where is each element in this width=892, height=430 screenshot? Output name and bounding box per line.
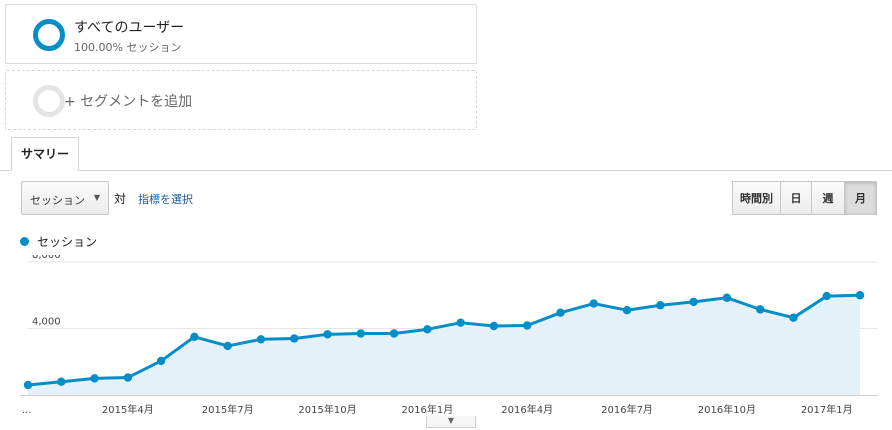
vs-label: 対 bbox=[114, 192, 127, 206]
data-point bbox=[489, 321, 499, 331]
x-tick-label: 2016年10月 bbox=[698, 403, 756, 416]
data-point bbox=[622, 306, 632, 315]
data-point bbox=[356, 329, 365, 338]
y-tick-label: 8,000 bbox=[32, 255, 61, 261]
x-tick-label: 2016年7月 bbox=[601, 403, 653, 416]
data-point bbox=[456, 318, 465, 327]
sessions-chart: 4,000 8,000... 2015年4月 2015年7月 2015年10月 2016年… bbox=[20, 255, 878, 416]
add-segment-label: + セグメントを追加 bbox=[64, 94, 193, 110]
data-point bbox=[223, 341, 232, 351]
x-tick-label: 2015年4月 bbox=[102, 403, 154, 416]
x-tick-label: 2016年4月 bbox=[501, 403, 553, 416]
data-point bbox=[589, 299, 598, 308]
x-tick-label: 2017年1月 bbox=[801, 403, 853, 416]
tab-summary[interactable]: サマリー bbox=[11, 137, 79, 171]
tab-divider bbox=[0, 170, 892, 171]
data-point bbox=[755, 305, 765, 314]
data-point bbox=[722, 293, 732, 302]
legend-dot-icon bbox=[20, 237, 29, 246]
x-tick-label: ... bbox=[22, 405, 32, 416]
x-tick-label: 2016年1月 bbox=[401, 403, 453, 416]
data-point bbox=[256, 335, 266, 344]
granularity-day-button[interactable]: 日 bbox=[780, 181, 812, 215]
data-point bbox=[689, 297, 698, 307]
data-point bbox=[656, 301, 665, 310]
legend-series-label: セッション bbox=[37, 235, 98, 249]
segment-all-users[interactable]: すべてのユーザー 100.00% セッション bbox=[5, 4, 477, 64]
data-point bbox=[822, 291, 831, 301]
data-point bbox=[523, 321, 532, 330]
x-tick-label: 2015年7月 bbox=[202, 403, 254, 416]
granularity-month-button[interactable]: 月 bbox=[844, 181, 877, 215]
choose-metric-link[interactable]: 指標を選択 bbox=[138, 193, 193, 206]
add-segment-button[interactable]: + セグメントを追加 bbox=[5, 70, 477, 130]
data-point bbox=[789, 313, 798, 322]
data-point bbox=[423, 325, 432, 334]
segment-ring-icon bbox=[33, 19, 65, 51]
data-point bbox=[323, 330, 332, 339]
chevron-down-icon: ▼ bbox=[93, 193, 100, 202]
granularity-hourly-button[interactable]: 時間別 bbox=[732, 181, 781, 215]
metric-select[interactable]: セッション ▼ bbox=[21, 181, 109, 215]
data-point bbox=[156, 356, 166, 366]
collapse-chart-handle[interactable]: ▼ bbox=[426, 416, 476, 428]
x-tick-label: 2015年10月 bbox=[298, 403, 356, 416]
chart-legend: セッション bbox=[20, 233, 97, 250]
data-point bbox=[290, 334, 299, 343]
series-area-fill bbox=[28, 295, 860, 395]
data-point bbox=[556, 308, 565, 317]
segment-name: すべてのユーザー bbox=[74, 20, 185, 36]
data-point bbox=[90, 374, 99, 383]
data-point bbox=[123, 373, 133, 382]
series-line bbox=[27, 293, 861, 387]
granularity-buttons: 時間別 日 週 月 bbox=[732, 181, 877, 215]
data-point bbox=[57, 377, 66, 386]
data-point bbox=[855, 291, 865, 300]
granularity-week-button[interactable]: 週 bbox=[811, 181, 845, 215]
data-point bbox=[389, 329, 399, 338]
metric-select-label: セッション bbox=[30, 194, 85, 207]
data-point bbox=[23, 380, 33, 390]
empty-segment-ring-icon bbox=[33, 85, 65, 117]
y-tick-label: 4,000 bbox=[32, 317, 61, 328]
segment-subtitle: 100.00% セッション bbox=[74, 41, 182, 54]
data-point bbox=[190, 332, 199, 342]
